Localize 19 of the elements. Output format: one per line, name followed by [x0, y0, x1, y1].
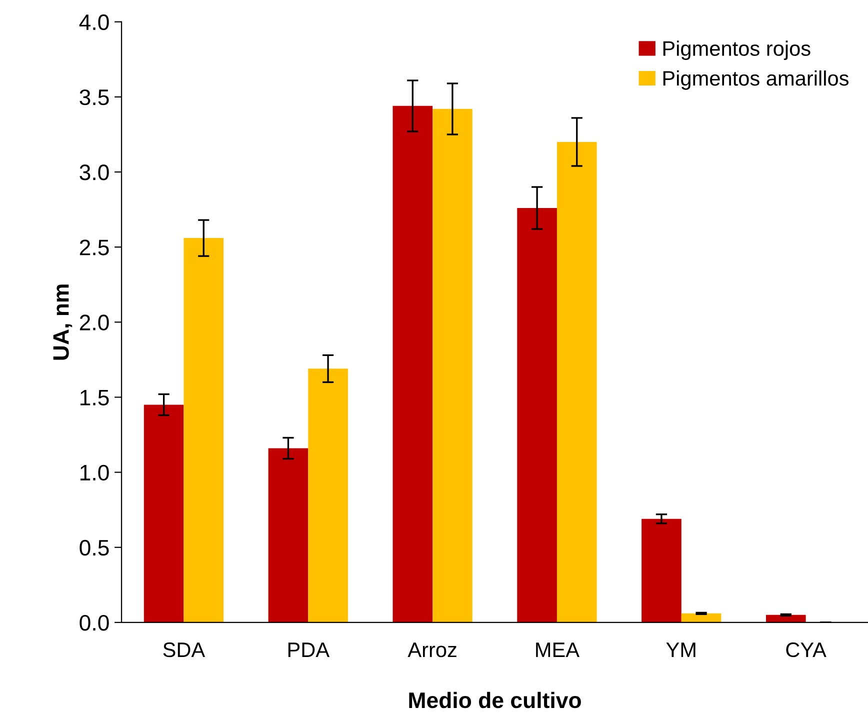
legend-label: Pigmentos rojos	[663, 40, 810, 60]
x-axis-title: Medio de cultivo	[409, 692, 581, 708]
y-tick-label: 0.0	[80, 614, 109, 631]
x-tick-label: MEA	[536, 642, 580, 657]
y-tick-label: 0.5	[80, 540, 109, 556]
x-tick-label: Arroz	[408, 642, 456, 658]
y-tick-label: 2.5	[80, 240, 109, 256]
y-tick-label: 3.5	[80, 89, 109, 106]
y-tick-label: 2.0	[80, 314, 109, 330]
x-tick-label: SDA	[163, 642, 206, 658]
y-tick-label: 1.0	[80, 464, 109, 481]
y-tick-label: 3.0	[80, 164, 109, 180]
y-tick-label: 1.5	[80, 390, 109, 406]
y-axis-title: UA, nm	[53, 284, 72, 360]
x-tick-label: CYA	[786, 642, 826, 658]
x-tick-label: YM	[666, 642, 696, 657]
y-tick-label: 4.0	[79, 14, 109, 30]
legend-label: Pigmentos amarillos	[663, 70, 849, 90]
x-tick-label: PDA	[288, 642, 330, 657]
